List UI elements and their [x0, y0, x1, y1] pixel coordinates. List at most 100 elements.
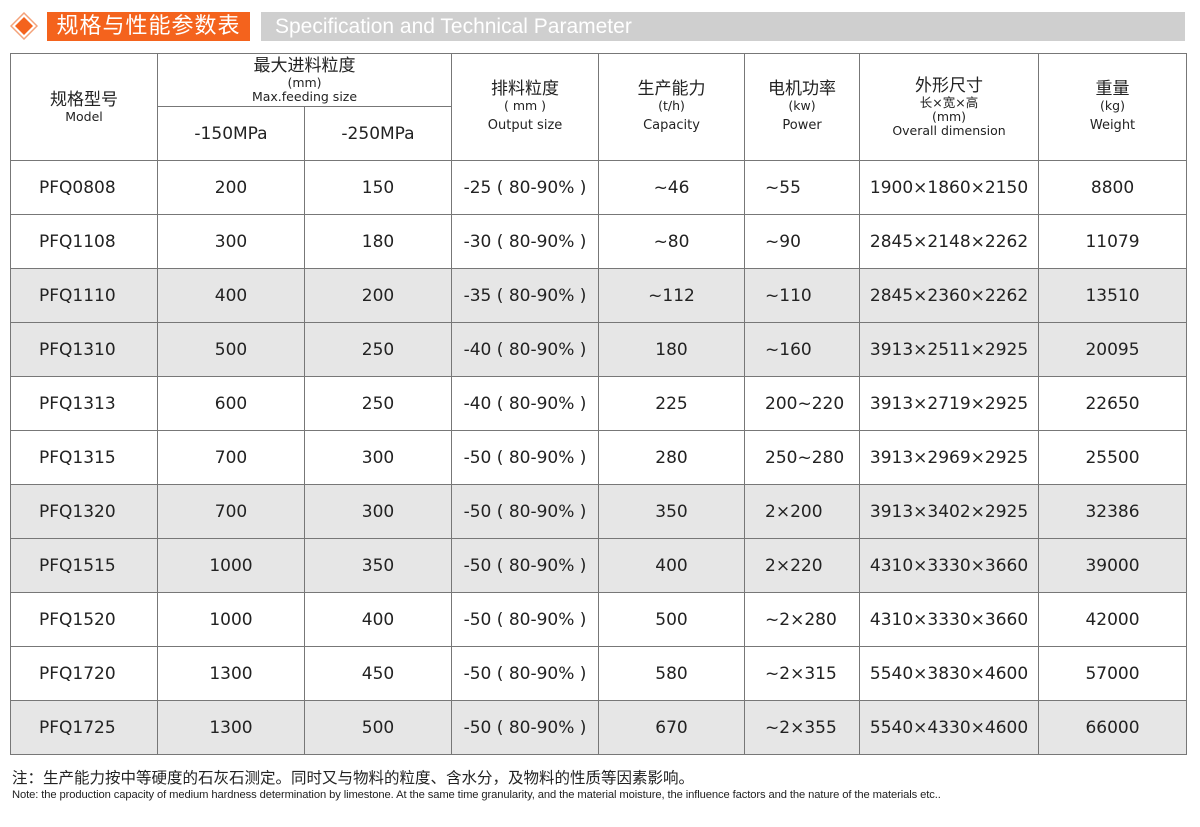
header-feed-unit: (mm) — [287, 75, 322, 90]
cell-weight: 66000 — [1038, 700, 1188, 755]
cell-power: ~55 — [744, 160, 861, 215]
cell-output-size: -40 ( 80-90% ) — [451, 322, 600, 377]
cell-feed-250mpa: 450 — [303, 646, 453, 701]
page-title: 规格与性能参数表 — [47, 12, 250, 41]
cell-capacity: 500 — [598, 592, 746, 647]
cell-output-size: -50 ( 80-90% ) — [451, 484, 600, 539]
cell-feed-250mpa: 300 — [303, 430, 453, 485]
note-en: Note: the production capacity of medium … — [12, 789, 941, 801]
header-power: 电机功率 (kw) Power — [744, 53, 861, 161]
header-model: 规格型号 Model — [10, 53, 158, 161]
header-model-en: Model — [65, 109, 103, 124]
cell-dimension: 1900×1860×2150 — [859, 160, 1040, 215]
cell-output-size: -50 ( 80-90% ) — [451, 592, 600, 647]
cell-power: ~90 — [744, 214, 861, 269]
cell-power: ~2×355 — [744, 700, 861, 755]
cell-feed-150mpa: 700 — [157, 430, 305, 485]
cell-model: PFQ1310 — [10, 322, 158, 377]
header-dimension-sub: 长×宽×高 — [919, 95, 979, 110]
cell-power: 2×200 — [744, 484, 861, 539]
cell-model: PFQ1108 — [10, 214, 158, 269]
header-output-en: Output size — [487, 118, 563, 133]
header-feed: 最大进料粒度 (mm) Max.feeding size — [156, 53, 453, 107]
header-feed-250mpa: -250MPa — [303, 106, 453, 161]
cell-power: 2×220 — [744, 538, 861, 593]
cell-feed-250mpa: 400 — [303, 592, 453, 647]
cell-model: PFQ0808 — [10, 160, 158, 215]
cell-weight: 25500 — [1038, 430, 1188, 485]
cell-feed-250mpa: 180 — [303, 214, 453, 269]
cell-weight: 32386 — [1038, 484, 1188, 539]
cell-weight: 39000 — [1038, 538, 1188, 593]
table-row: PFQ1720 1300 450 -50 ( 80-90% ) 580 ~2×315 554… — [10, 646, 1188, 701]
header-output-cn: 排料粒度 — [491, 79, 560, 99]
cell-output-size: -50 ( 80-90% ) — [451, 646, 600, 701]
cell-model: PFQ1520 — [10, 592, 158, 647]
header-feed-en: Max.feeding size — [251, 89, 358, 104]
cell-feed-150mpa: 1300 — [157, 700, 305, 755]
cell-dimension: 4310×3330×3660 — [859, 538, 1040, 593]
cell-dimension: 5540×4330×4600 — [859, 700, 1040, 755]
header-feed-150mpa: -150MPa — [157, 106, 305, 161]
cell-capacity: 180 — [598, 322, 746, 377]
header-feed-cn: 最大进料粒度 — [253, 56, 356, 76]
header-weight-cn: 重量 — [1095, 79, 1130, 99]
cell-model: PFQ1720 — [10, 646, 158, 701]
cell-feed-150mpa: 300 — [157, 214, 305, 269]
table-row: PFQ1515 1000 350 -50 ( 80-90% ) 400 2×220 4310… — [10, 538, 1188, 593]
cell-feed-250mpa: 200 — [303, 268, 453, 323]
cell-feed-250mpa: 300 — [303, 484, 453, 539]
cell-feed-250mpa: 350 — [303, 538, 453, 593]
header-capacity-en: Capacity — [643, 118, 700, 133]
table-row: PFQ1108 300 180 -30 ( 80-90% ) ~80 ~90 2845×21… — [10, 214, 1188, 269]
cell-power: ~110 — [744, 268, 861, 323]
cell-output-size: -40 ( 80-90% ) — [451, 376, 600, 431]
cell-capacity: ~80 — [598, 214, 746, 269]
table-row: PFQ1110 400 200 -35 ( 80-90% ) ~112 ~110 2845×… — [10, 268, 1188, 323]
header-power-unit: (kw) — [788, 98, 816, 113]
cell-feed-150mpa: 500 — [157, 322, 305, 377]
cell-power: 250~280 — [744, 430, 861, 485]
cell-model: PFQ1110 — [10, 268, 158, 323]
cell-output-size: -30 ( 80-90% ) — [451, 214, 600, 269]
cell-feed-150mpa: 1300 — [157, 646, 305, 701]
cell-dimension: 4310×3330×3660 — [859, 592, 1040, 647]
cell-weight: 22650 — [1038, 376, 1188, 431]
cell-output-size: -50 ( 80-90% ) — [451, 430, 600, 485]
cell-feed-150mpa: 700 — [157, 484, 305, 539]
cell-model: PFQ1313 — [10, 376, 158, 431]
cell-power: ~160 — [744, 322, 861, 377]
spec-table: 规格型号 Model 最大进料粒度 (mm) Max.feeding size … — [10, 53, 1188, 755]
header-capacity: 生产能力 (t/h) Capacity — [598, 53, 746, 161]
cell-output-size: -50 ( 80-90% ) — [451, 538, 600, 593]
cell-feed-250mpa: 500 — [303, 700, 453, 755]
cell-dimension: 2845×2360×2262 — [859, 268, 1040, 323]
header-dimension: 外形尺寸 长×宽×高 (mm) Overall dimension — [859, 53, 1040, 161]
cell-dimension: 3913×2969×2925 — [859, 430, 1040, 485]
cell-dimension: 5540×3830×4600 — [859, 646, 1040, 701]
cell-output-size: -35 ( 80-90% ) — [451, 268, 600, 323]
cell-feed-150mpa: 400 — [157, 268, 305, 323]
cell-weight: 57000 — [1038, 646, 1188, 701]
cell-capacity: ~112 — [598, 268, 746, 323]
header-power-cn: 电机功率 — [768, 79, 837, 99]
cell-feed-250mpa: 250 — [303, 376, 453, 431]
cell-weight: 8800 — [1038, 160, 1188, 215]
cell-capacity: ~46 — [598, 160, 746, 215]
diamond-icon — [10, 12, 38, 40]
cell-capacity: 400 — [598, 538, 746, 593]
header-capacity-cn: 生产能力 — [637, 79, 706, 99]
cell-dimension: 3913×2511×2925 — [859, 322, 1040, 377]
cell-dimension: 2845×2148×2262 — [859, 214, 1040, 269]
header-dimension-unit: (mm) — [931, 109, 967, 124]
cell-model: PFQ1320 — [10, 484, 158, 539]
cell-capacity: 670 — [598, 700, 746, 755]
cell-weight: 11079 — [1038, 214, 1188, 269]
cell-output-size: -25 ( 80-90% ) — [451, 160, 600, 215]
cell-capacity: 580 — [598, 646, 746, 701]
cell-power: ~2×315 — [744, 646, 861, 701]
header-weight-en: Weight — [1089, 118, 1136, 133]
cell-capacity: 350 — [598, 484, 746, 539]
cell-feed-150mpa: 1000 — [157, 538, 305, 593]
header-output-unit: ( mm ) — [503, 98, 547, 113]
